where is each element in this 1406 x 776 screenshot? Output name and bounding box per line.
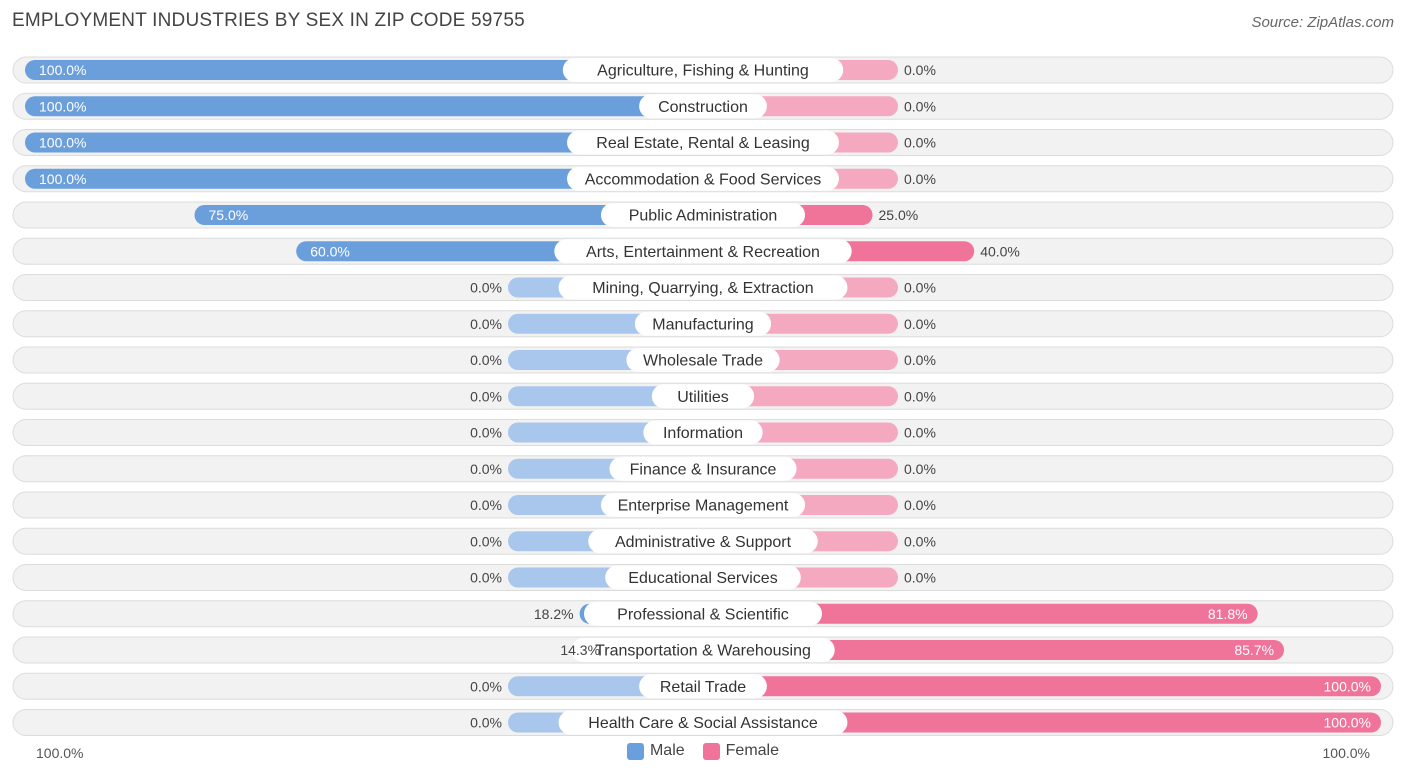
female-value-label: 0.0% (904, 62, 936, 78)
category-label: Accommodation & Food Services (585, 171, 822, 188)
female-value-label: 0.0% (904, 533, 936, 549)
male-value-label: 0.0% (470, 678, 502, 694)
legend-label-female: Female (725, 742, 780, 759)
male-value-label: 18.2% (534, 606, 574, 622)
category-label-background (567, 130, 839, 155)
female-bar (703, 676, 1381, 697)
male-value-label: 60.0% (310, 243, 350, 259)
category-label-background (558, 275, 848, 300)
female-bar (703, 640, 1285, 660)
female-value-label: 100.0% (1324, 715, 1371, 731)
category-label-background (558, 710, 848, 735)
category-label-background (562, 58, 844, 82)
category-label: Information (663, 425, 743, 442)
legend-swatch-female (702, 742, 720, 760)
category-label-background (651, 384, 755, 409)
male-value-label: 0.0% (470, 461, 502, 477)
category-label: Construction (658, 99, 748, 116)
category-label: Real Estate, Rental & Leasing (596, 135, 809, 152)
category-label-background (571, 638, 835, 662)
male-value-label: 100.0% (39, 171, 86, 187)
axis-left-label: 100.0% (36, 745, 84, 761)
male-value-label: 0.0% (470, 533, 502, 549)
source-note: Source: ZipAtlas.com (1251, 14, 1394, 31)
female-value-label: 0.0% (904, 171, 936, 187)
category-label: Finance & Insurance (630, 461, 777, 478)
female-value-label: 100.0% (1324, 678, 1371, 694)
axis-right-label: 100.0% (1322, 745, 1370, 761)
female-value-label: 40.0% (980, 243, 1020, 259)
male-value-label: 0.0% (470, 425, 502, 441)
male-value-label: 0.0% (470, 352, 502, 368)
category-label: Administrative & Support (615, 534, 792, 551)
category-label: Educational Services (628, 570, 777, 587)
category-label-background (600, 203, 806, 227)
female-value-label: 0.0% (904, 352, 936, 368)
category-label-background (588, 529, 818, 554)
category-label-background (639, 674, 767, 699)
male-value-label: 0.0% (470, 497, 502, 513)
legend: Male Female (0, 742, 1406, 760)
female-value-label: 25.0% (879, 207, 919, 223)
female-value-label: 0.0% (904, 135, 936, 151)
female-value-label: 0.0% (904, 316, 936, 332)
category-label: Public Administration (629, 208, 778, 225)
category-label: Wholesale Trade (643, 353, 763, 370)
category-label-background (584, 601, 822, 626)
male-value-label: 75.0% (209, 207, 249, 223)
male-value-label: 0.0% (470, 388, 502, 404)
category-label-background (639, 94, 767, 119)
category-label-background (567, 166, 839, 191)
male-value-label: 0.0% (470, 280, 502, 296)
female-value-label: 0.0% (904, 570, 936, 586)
category-label: Mining, Quarrying, & Extraction (592, 280, 813, 297)
category-label: Professional & Scientific (617, 606, 789, 623)
category-label: Manufacturing (652, 316, 753, 333)
category-label: Enterprise Management (618, 498, 789, 515)
legend-item-male: Male (626, 742, 685, 760)
category-label: Health Care & Social Assistance (588, 715, 818, 732)
category-label-background (605, 565, 801, 590)
male-bar (25, 168, 703, 189)
female-value-label: 0.0% (904, 280, 936, 296)
category-label-background (609, 456, 797, 481)
male-value-label: 0.0% (470, 316, 502, 332)
category-label: Transportation & Warehousing (595, 643, 811, 660)
female-value-label: 85.7% (1234, 642, 1274, 658)
legend-label-male: Male (649, 742, 685, 759)
male-bar (25, 60, 703, 80)
legend-swatch-male (626, 742, 644, 760)
category-label: Agriculture, Fishing & Hunting (597, 63, 809, 80)
female-value-label: 0.0% (904, 497, 936, 513)
female-bar (703, 603, 1258, 624)
category-label: Utilities (677, 389, 729, 406)
category-label-background (634, 311, 772, 336)
category-label-background (600, 493, 806, 517)
male-value-label: 0.0% (470, 715, 502, 731)
category-label-background (626, 348, 780, 372)
category-label: Arts, Entertainment & Recreation (586, 244, 820, 261)
category-label-background (643, 420, 763, 445)
chart-title: EMPLOYMENT INDUSTRIES BY SEX IN ZIP CODE… (12, 10, 525, 31)
male-bar (25, 132, 703, 153)
male-value-label: 14.3% (560, 642, 600, 658)
legend-item-female: Female (702, 742, 780, 760)
male-value-label: 100.0% (39, 135, 86, 151)
male-bar (25, 96, 703, 117)
category-label-background (554, 239, 852, 264)
female-bar (703, 712, 1381, 733)
female-value-label: 0.0% (904, 461, 936, 477)
female-value-label: 0.0% (904, 425, 936, 441)
category-label: Retail Trade (660, 679, 746, 696)
female-value-label: 81.8% (1208, 606, 1248, 622)
female-value-label: 0.0% (904, 388, 936, 404)
male-value-label: 0.0% (470, 570, 502, 586)
female-value-label: 0.0% (904, 98, 936, 114)
male-value-label: 100.0% (39, 62, 86, 78)
male-bar (194, 205, 703, 225)
male-value-label: 100.0% (39, 98, 86, 114)
